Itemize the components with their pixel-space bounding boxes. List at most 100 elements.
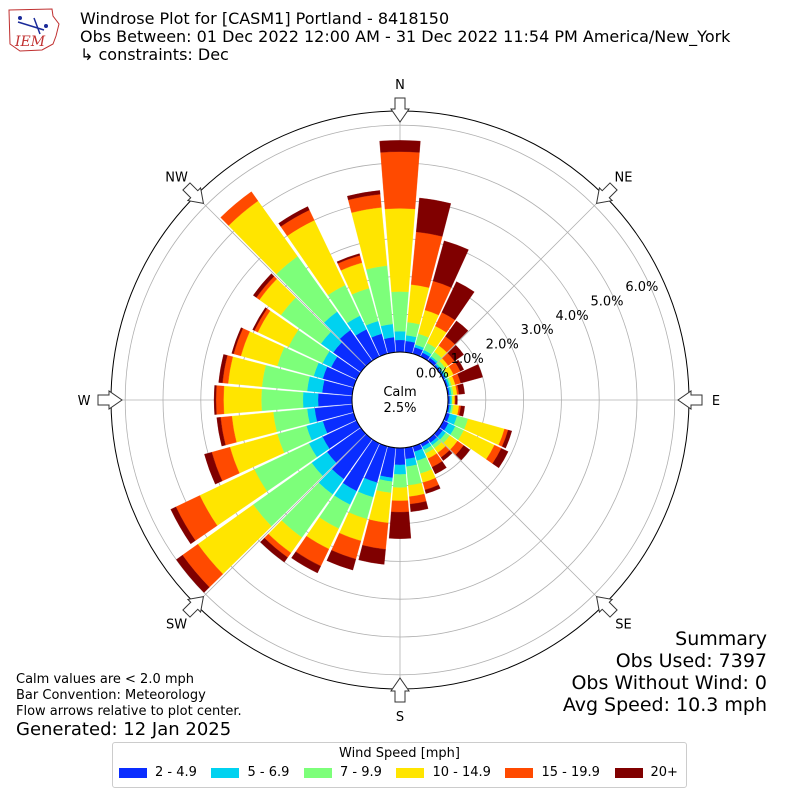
windrose-bar-segment (409, 501, 429, 512)
flow-arrow-icon (595, 182, 618, 205)
flow-arrow-icon (677, 390, 703, 410)
radial-tick-label: 4.0% (556, 309, 589, 324)
windrose-bar-segment (380, 323, 395, 340)
windrose-bar-segment (391, 487, 409, 502)
windrose-bar-segment (432, 240, 469, 288)
constraints-text: ↳ constraints: Dec (80, 45, 229, 64)
legend-swatch (505, 767, 534, 778)
legend-swatch (396, 767, 425, 778)
grid-spoke (195, 195, 367, 367)
chart-header: Windrose Plot for [CASM1] Portland - 841… (80, 10, 730, 64)
windrose-bar-segment (455, 395, 458, 405)
direction-label: NW (165, 171, 188, 186)
legend-label: 2 - 4.9 (155, 765, 197, 780)
legend-item: 10 - 14.9 (396, 765, 491, 780)
direction-label: N (395, 78, 405, 93)
legend-item: 7 - 9.9 (303, 765, 382, 780)
summary-title: Summary (675, 628, 767, 650)
legend-item: 15 - 19.9 (505, 765, 600, 780)
flow-arrows-note: Flow arrows relative to plot center. (16, 704, 242, 719)
windrose-bar-segment (347, 190, 381, 201)
windrose-bar-segment (452, 395, 455, 405)
radial-tick-label: 1.0% (451, 352, 484, 367)
legend-label: 15 - 19.9 (541, 765, 600, 780)
speed-legend: Wind Speed [mph] 2 - 4.9 5 - 6.9 7 - 9.9… (112, 742, 687, 788)
flow-arrow-icon (595, 595, 618, 618)
windrose-bar-segment (170, 506, 196, 545)
legend-items: 2 - 4.9 5 - 6.9 7 - 9.9 10 - 14.9 15 - 1… (113, 761, 686, 780)
legend-label: 7 - 9.9 (339, 765, 382, 780)
legend-label: 5 - 6.9 (247, 765, 290, 780)
windrose-bar-segment (388, 511, 412, 539)
windrose-bar-segment (260, 537, 288, 563)
windrose-bar-segment (445, 320, 469, 345)
windrose-bar-segment (457, 383, 465, 395)
radial-tick-label: 0.0% (416, 367, 449, 382)
observation-period: Obs Between: 01 Dec 2022 12:00 AM - 31 D… (80, 27, 731, 46)
windrose-bar-segment (459, 405, 465, 417)
legend-swatch (614, 767, 643, 778)
legend-item: 20+ (614, 765, 678, 780)
windrose-bar-segment (449, 395, 452, 405)
windrose-bar-segment (492, 448, 509, 469)
windrose-bar-segment (213, 385, 217, 415)
grid-spoke (195, 433, 367, 605)
radial-tick-label: 5.0% (590, 294, 623, 309)
windrose-bar-segment (204, 452, 223, 485)
windrose-bar-segment (223, 385, 262, 415)
windrose-bar-segment (358, 545, 386, 565)
windrose-bar-segment (215, 385, 225, 415)
legend-label: 10 - 14.9 (432, 765, 491, 780)
avg-speed: Avg Speed: 10.3 mph (562, 694, 767, 716)
summary-panel: Summary Obs Used: 7397 Obs Without Wind:… (563, 628, 767, 716)
windrose-bar-segment (394, 331, 406, 341)
windrose-bar-segment (336, 253, 361, 264)
windrose-bar-segment (431, 461, 447, 475)
windrose-bar-segment (391, 500, 409, 513)
calm-label: Calm (383, 385, 416, 400)
windrose-bar-segment (416, 197, 452, 237)
direction-label: SW (166, 617, 187, 632)
legend-item: 2 - 4.9 (119, 765, 197, 780)
obs-without-wind: Obs Without Wind: 0 (571, 672, 767, 694)
windrose-bar-segment (261, 388, 304, 412)
radial-tick-label: 3.0% (521, 323, 554, 338)
windrose-bar-segment (317, 393, 353, 407)
windrose-bar-segment (406, 321, 420, 338)
generated-date: Generated: 12 Jan 2025 (16, 719, 232, 740)
direction-label: SE (615, 617, 631, 632)
radial-tick-label: 2.0% (486, 338, 519, 353)
windrose-bar-segment (457, 364, 483, 384)
calm-circle (351, 351, 449, 449)
windrose-bar-segment (220, 191, 259, 226)
windrose-bar-segment (302, 392, 319, 408)
windrose-bar-segment (218, 354, 228, 384)
windrose-bar-segment (278, 206, 310, 227)
windrose-bar-segment (216, 417, 226, 447)
windrose-bar-segment (253, 273, 275, 298)
legend-swatch (303, 767, 332, 778)
windrose-bar-segment (252, 307, 268, 331)
flow-arrow-icon (390, 677, 410, 703)
windrose-bar-segment (424, 484, 441, 494)
windrose-bar-segment (176, 554, 210, 593)
windrose-bar-segment (455, 445, 471, 461)
legend-swatch (211, 767, 240, 778)
direction-label: E (712, 394, 720, 409)
windrose-bar-segment (384, 208, 416, 293)
windrose-bar-segment (441, 281, 475, 321)
bar-convention-note: Bar Convention: Meteorology (16, 688, 206, 703)
windrose-bar-segment (501, 429, 513, 449)
windrose-bar-segment (393, 464, 407, 475)
plot-notes: Calm values are < 2.0 mph Bar Convention… (16, 672, 242, 720)
windrose-bar-segment (392, 474, 408, 488)
flow-arrow-icon (390, 97, 410, 123)
windrose-bar-segment (447, 344, 464, 362)
windrose-bar-segment (394, 447, 406, 466)
windrose-bar-segment (440, 450, 453, 461)
chart-title: Windrose Plot for [CASM1] Portland - 841… (80, 9, 450, 28)
windrose-bar-segment (306, 376, 325, 393)
legend-label: 20+ (650, 765, 678, 780)
legend-title: Wind Speed [mph] (339, 746, 460, 761)
grid-spoke (433, 195, 605, 367)
